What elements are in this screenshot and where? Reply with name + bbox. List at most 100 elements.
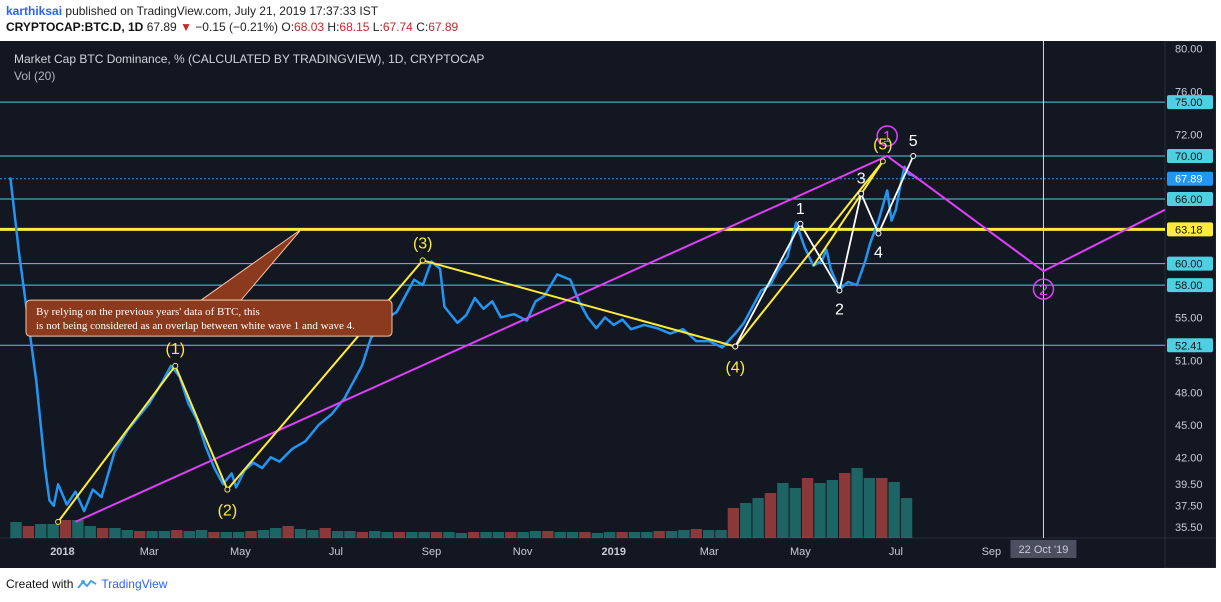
volume-bar xyxy=(554,532,566,538)
volume-bar xyxy=(702,530,715,538)
annotation-line-2: is not being considered as an overlap be… xyxy=(36,320,355,332)
white-wave-point xyxy=(732,343,739,350)
volume-bar xyxy=(47,524,59,538)
high-label: H: xyxy=(327,20,340,34)
created-with-text: Created with xyxy=(6,577,74,591)
date-badge xyxy=(1010,540,1077,558)
low-value: 67.74 xyxy=(382,20,413,34)
volume-bar xyxy=(678,530,690,538)
x-tick-label: Jul xyxy=(889,546,903,558)
volume-bar xyxy=(888,482,900,538)
x-tick-label: Sep xyxy=(982,546,1002,558)
volume-bar xyxy=(455,533,467,538)
volume-bar xyxy=(72,520,84,538)
volume-bar xyxy=(121,530,134,538)
x-tick-label: Sep xyxy=(422,546,442,558)
chart-header: karthiksai published on TradingView.com,… xyxy=(6,3,458,35)
white-wave-label: 3 xyxy=(857,171,866,188)
white-wave-label: 2 xyxy=(835,302,844,319)
volume-bar xyxy=(245,531,257,538)
yellow-wave-label: (4) xyxy=(725,359,745,376)
volume-bar xyxy=(863,478,876,538)
tradingview-logo-icon[interactable] xyxy=(77,578,97,590)
volume-bar xyxy=(35,524,47,538)
volume-bar xyxy=(566,532,579,538)
volume-bar xyxy=(789,488,801,538)
volume-bar xyxy=(406,532,418,538)
yellow-wave-extension xyxy=(812,160,884,267)
y-tick-label: 48.00 xyxy=(1175,388,1203,400)
volume-bar xyxy=(777,483,789,538)
volume-bar xyxy=(851,468,863,538)
symbol-label[interactable]: CRYPTOCAP:BTC.D, 1D xyxy=(6,20,144,34)
tradingview-brand[interactable]: TradingView xyxy=(101,577,168,591)
volume-bar xyxy=(381,532,393,538)
yellow-wave-label: (2) xyxy=(218,503,238,520)
level-badge-label: 70.00 xyxy=(1175,151,1203,163)
volume-bar xyxy=(356,532,369,538)
level-badge xyxy=(1167,95,1213,110)
volume-bar xyxy=(517,532,529,538)
level-badge xyxy=(1167,171,1213,186)
published-text: published on TradingView.com, July 21, 2… xyxy=(65,4,379,18)
y-tick-label: 42.00 xyxy=(1175,452,1203,464)
volume-bar xyxy=(529,531,542,538)
yellow-wave-label: (5) xyxy=(873,136,893,153)
volume-bar xyxy=(96,528,109,538)
volume-bar xyxy=(109,528,121,538)
y-tick-label: 80.00 xyxy=(1175,43,1203,55)
x-tick-label: Jul xyxy=(329,546,343,558)
y-tick-label: 55.00 xyxy=(1175,312,1203,324)
level-badge xyxy=(1167,222,1213,237)
level-badge xyxy=(1167,278,1213,293)
x-tick-label: 2018 xyxy=(50,546,74,558)
volume-bar xyxy=(208,532,220,538)
volume-bar xyxy=(282,526,294,538)
open-value: 68.03 xyxy=(294,20,325,34)
yellow-wave-line xyxy=(57,160,884,523)
annotation-box xyxy=(25,299,393,337)
price-line xyxy=(9,165,919,513)
y-tick-label: 72.00 xyxy=(1175,129,1203,141)
volume-indicator-label: Vol (20) xyxy=(14,69,55,83)
price-chart[interactable]: 80.0076.0072.0066.0055.0051.0048.0045.00… xyxy=(0,41,1216,568)
level-badge xyxy=(1167,148,1213,163)
magenta-label-ring xyxy=(1032,278,1055,300)
y-tick-label: 51.00 xyxy=(1175,355,1203,367)
volume-bar xyxy=(430,532,443,538)
volume-bar xyxy=(467,532,480,538)
x-tick-label: Mar xyxy=(700,546,719,558)
white-wave-label: 5 xyxy=(909,133,918,150)
publish-line: karthiksai published on TradingView.com,… xyxy=(6,3,458,19)
volume-bar xyxy=(158,531,171,538)
author-link[interactable]: karthiksai xyxy=(6,4,63,18)
open-label: O: xyxy=(281,20,295,34)
quote-line: CRYPTOCAP:BTC.D, 1D 67.89 ▼ −0.15 (−0.21… xyxy=(6,19,458,35)
level-badge-label: 63.18 xyxy=(1175,224,1203,236)
magenta-wave-label: 2 xyxy=(1039,282,1048,299)
yellow-wave-point xyxy=(172,362,179,369)
x-tick-label: Nov xyxy=(513,546,533,558)
volume-bar xyxy=(84,526,96,538)
white-wave-point xyxy=(910,152,917,159)
volume-bar xyxy=(814,483,826,538)
x-tick-label: May xyxy=(790,546,811,558)
y-tick-label: 37.50 xyxy=(1175,501,1203,513)
volume-bar xyxy=(270,528,282,538)
volume-bar xyxy=(344,531,356,538)
volume-bar xyxy=(839,473,851,538)
volume-bar xyxy=(740,503,752,538)
white-wave-point xyxy=(875,230,882,237)
volume-bar xyxy=(418,532,430,538)
level-badge xyxy=(1167,192,1213,207)
white-wave-point xyxy=(797,220,804,227)
y-tick-label: 39.50 xyxy=(1175,479,1203,491)
volume-bar xyxy=(900,498,913,538)
white-wave-point xyxy=(836,287,843,294)
date-badge-label: 22 Oct '19 xyxy=(1019,544,1069,556)
annotation-line-1: By relying on the previous years' data o… xyxy=(36,306,260,318)
y-tick-label: 45.00 xyxy=(1175,420,1203,432)
yellow-wave-point xyxy=(879,158,886,165)
magenta-label-ring xyxy=(876,125,898,147)
trend-magenta-line xyxy=(75,154,1166,523)
